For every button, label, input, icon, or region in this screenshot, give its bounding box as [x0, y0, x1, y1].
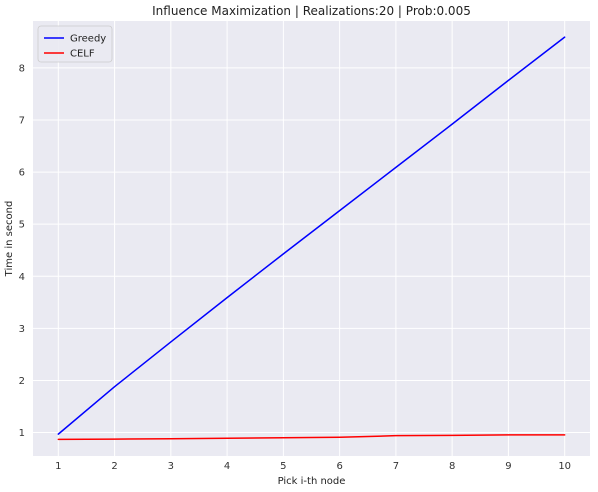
legend-label-greedy: Greedy [70, 34, 106, 45]
x-tick-label: 2 [111, 461, 117, 472]
legend: Greedy CELF [37, 25, 113, 63]
y-tick-label: 4 [19, 272, 25, 283]
x-tick-label: 3 [168, 461, 174, 472]
plot-area [33, 21, 590, 456]
x-tick-label: 8 [449, 461, 455, 472]
y-tick-label: 3 [19, 324, 25, 335]
legend-label-celf: CELF [70, 49, 95, 60]
x-tick-label: 5 [280, 461, 286, 472]
series-line-greedy [57, 36, 566, 435]
y-tick-label: 5 [19, 220, 25, 231]
y-tick-label: 2 [19, 376, 25, 387]
grid-lines [33, 21, 590, 456]
y-axis-label: Time in second [4, 201, 15, 278]
y-tick-label: 6 [19, 168, 25, 179]
x-tick-label: 6 [336, 461, 342, 472]
y-tick-label: 8 [19, 63, 25, 74]
series-line-celf [57, 434, 566, 441]
y-tick-label: 1 [19, 428, 25, 439]
x-tick-label: 7 [393, 461, 399, 472]
series-layer [57, 36, 566, 441]
y-axis-ticks: 1 2 3 4 5 6 7 8 [19, 63, 25, 439]
y-tick-label: 7 [19, 115, 25, 126]
x-tick-label: 4 [224, 461, 230, 472]
x-tick-label: 1 [55, 461, 61, 472]
x-tick-label: 9 [505, 461, 511, 472]
x-axis-ticks: 1 2 3 4 5 6 7 8 9 10 [55, 461, 571, 472]
x-axis-label: Pick i-th node [278, 476, 346, 487]
x-tick-label: 10 [558, 461, 571, 472]
chart-title: Influence Maximization | Realizations:20… [152, 4, 471, 18]
